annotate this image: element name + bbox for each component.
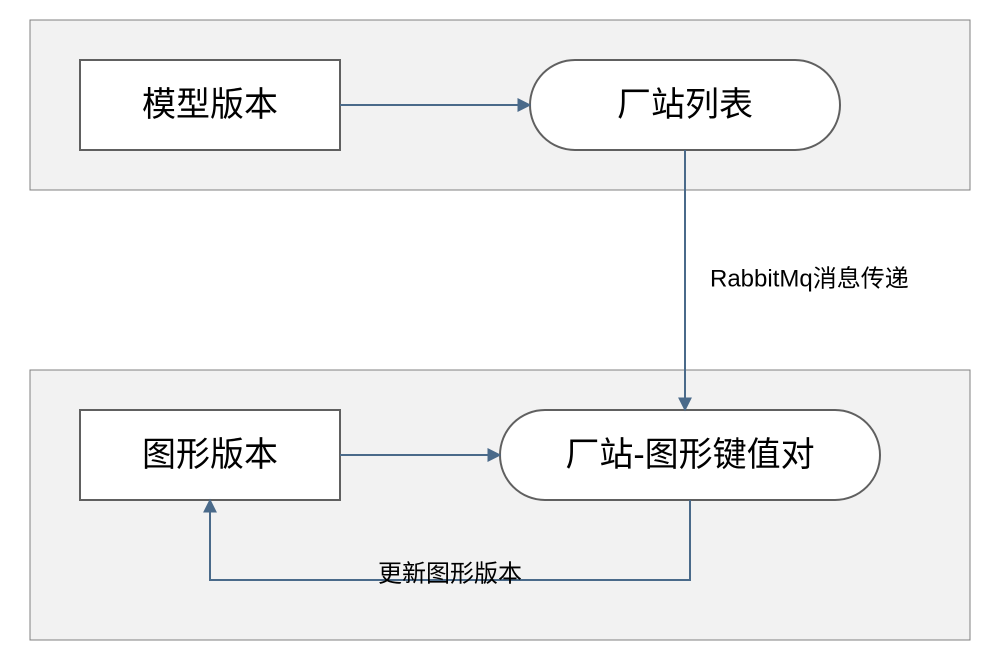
- node-label-graph_version: 图形版本: [142, 436, 278, 474]
- node-label-model_version: 模型版本: [142, 86, 278, 124]
- edge-label-1: RabbitMq消息传递: [710, 265, 909, 292]
- edge-label-3: 更新图形版本: [378, 560, 522, 587]
- node-label-station_kv: 厂站-图形键值对: [565, 436, 814, 474]
- node-label-station_list: 厂站列表: [617, 86, 753, 124]
- flowchart-canvas: 模型版本 厂站列表图形版本 厂站-图形键值对 RabbitMq消息传递更新图形版本: [0, 0, 1000, 656]
